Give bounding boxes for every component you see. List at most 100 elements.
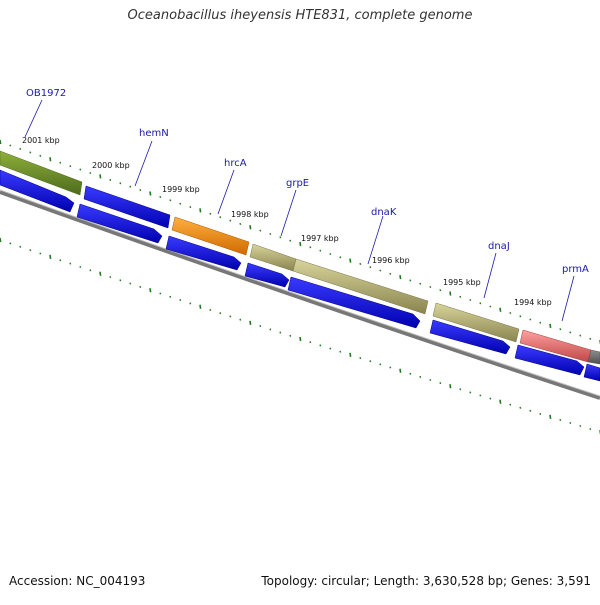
cds-arrow[interactable]	[514, 344, 585, 376]
minor-tick	[489, 397, 492, 400]
gene-label-prma[interactable]: prmA	[562, 264, 589, 275]
minor-tick	[579, 424, 582, 428]
minor-tick	[369, 266, 372, 269]
minor-tick	[239, 222, 242, 225]
minor-tick	[539, 321, 542, 324]
minor-tick	[239, 318, 242, 321]
feature-dnaj[interactable]	[432, 302, 520, 343]
kbp-scale-labels: 2001 kbp 2000 kbp 1999 kbp 1998 kbp 1997…	[22, 136, 552, 307]
minor-tick	[559, 328, 562, 331]
minor-tick	[29, 151, 32, 154]
minor-tick	[479, 394, 482, 397]
major-tick	[349, 352, 352, 358]
feature-ob1972[interactable]	[0, 150, 83, 196]
minor-tick	[159, 195, 162, 198]
minor-tick	[69, 165, 72, 168]
genome-backbone-highlight	[0, 189, 600, 397]
leader-line	[24, 99, 43, 138]
major-tick	[0, 237, 2, 243]
minor-tick	[209, 212, 212, 215]
feature-dnak[interactable]	[292, 258, 429, 315]
minor-tick	[269, 328, 272, 331]
minor-tick	[589, 337, 592, 340]
minor-tick	[189, 302, 192, 305]
feature-hrca[interactable]	[171, 216, 250, 256]
minor-tick	[409, 372, 412, 375]
major-tick	[299, 336, 302, 342]
cds-arrow[interactable]	[0, 169, 75, 213]
kbp-label: 2000 kbp	[92, 161, 130, 170]
minor-tick	[489, 305, 492, 308]
kbp-label: 1994 kbp	[514, 298, 552, 307]
minor-tick	[559, 418, 562, 421]
minor-tick	[289, 239, 292, 242]
kbp-label: 1997 kbp	[301, 234, 339, 243]
cds-arrow[interactable]	[83, 185, 171, 229]
leader-line	[561, 275, 575, 322]
minor-tick	[269, 232, 272, 236]
major-tick	[549, 414, 552, 420]
minor-tick	[219, 216, 222, 219]
minor-tick	[389, 272, 392, 275]
minor-tick	[529, 409, 532, 412]
minor-tick	[229, 219, 232, 222]
major-tick	[399, 274, 402, 280]
leader-line	[483, 252, 497, 299]
gene-label-ob1972[interactable]: OB1972	[26, 88, 66, 99]
minor-tick	[409, 279, 412, 282]
gene-label-hemn[interactable]: hemN	[139, 128, 169, 139]
minor-tick	[79, 168, 82, 171]
gene-label-hrca[interactable]: hrcA	[224, 158, 247, 169]
major-tick	[349, 258, 352, 263]
gene-label-dnaj[interactable]: dnaJ	[488, 241, 510, 252]
minor-tick	[29, 249, 32, 252]
minor-tick	[359, 262, 362, 265]
leader-line	[217, 169, 235, 215]
minor-tick	[129, 282, 132, 285]
minor-tick	[509, 403, 512, 406]
genome-backbone	[0, 190, 600, 400]
minor-tick	[369, 360, 372, 363]
minor-tick	[509, 311, 512, 315]
minor-tick	[89, 171, 92, 175]
minor-tick	[259, 325, 262, 328]
accession-text: Accession: NC_004193	[9, 574, 146, 588]
cds-arrow[interactable]	[583, 363, 600, 382]
major-tick	[149, 191, 152, 196]
minor-tick	[109, 275, 112, 279]
major-tick	[499, 307, 502, 312]
cds-arrow[interactable]	[287, 276, 421, 329]
kbp-label: 2001 kbp	[22, 136, 60, 145]
minor-tick	[359, 357, 362, 360]
minor-tick	[329, 347, 332, 350]
cds-arrow[interactable]	[244, 262, 290, 288]
major-tick	[199, 208, 202, 213]
feature-next[interactable]	[587, 349, 600, 365]
minor-tick	[569, 421, 572, 425]
minor-tick	[139, 189, 142, 192]
genome-summary-text: Topology: circular; Length: 3,630,528 bp…	[261, 574, 591, 588]
gene-label-grpe[interactable]: grpE	[286, 178, 309, 189]
cds-arrow[interactable]	[76, 203, 163, 244]
minor-tick	[419, 282, 422, 285]
minor-tick	[339, 350, 342, 353]
minor-tick	[309, 341, 312, 344]
major-tick	[49, 254, 52, 260]
minor-tick	[129, 185, 132, 188]
leader-line	[280, 189, 297, 237]
minor-tick	[59, 161, 62, 164]
minor-tick	[569, 331, 572, 334]
minor-tick	[179, 299, 182, 302]
gene-label-dnak[interactable]: dnaK	[371, 207, 397, 218]
cds-arrow[interactable]	[429, 319, 511, 355]
minor-tick	[339, 256, 342, 259]
cds-track	[0, 169, 600, 382]
minor-tick	[279, 236, 282, 239]
cds-arrow[interactable]	[165, 235, 242, 271]
minor-tick	[229, 315, 232, 318]
minor-tick	[119, 182, 122, 185]
minor-tick	[469, 298, 472, 302]
minor-tick	[39, 252, 42, 255]
major-tick	[499, 399, 502, 404]
